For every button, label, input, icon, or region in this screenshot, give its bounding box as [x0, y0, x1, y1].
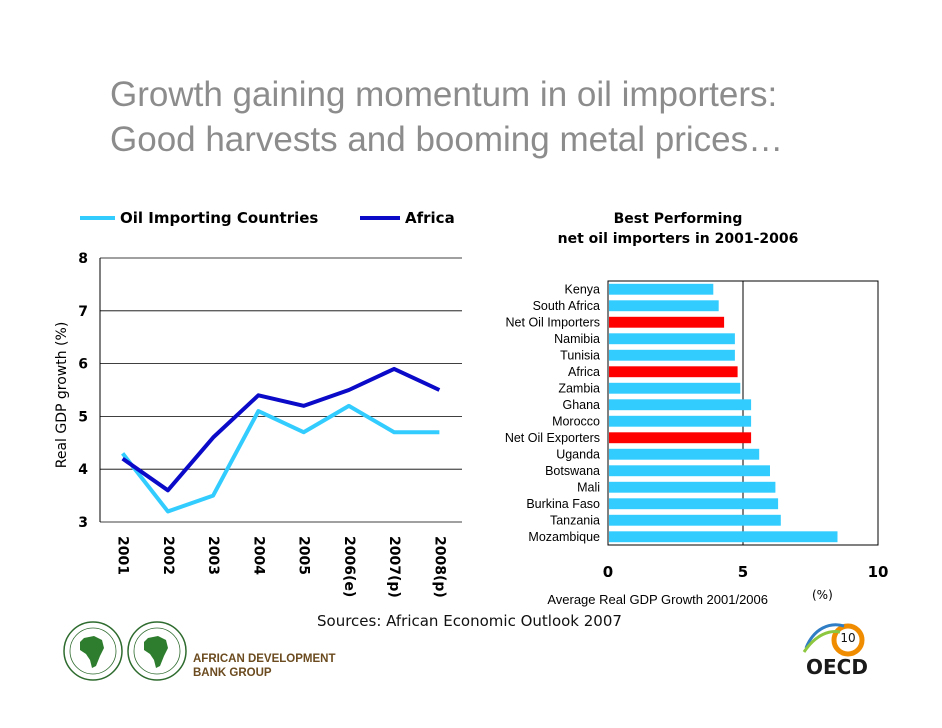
bar	[609, 399, 752, 411]
bar	[609, 448, 760, 460]
series-line-africa	[121, 366, 441, 493]
oecd-wordmark: OECD	[806, 655, 868, 678]
y-tick-label: 3	[78, 515, 88, 531]
x-tick-label: 2001	[115, 536, 131, 575]
bar	[609, 366, 738, 378]
bar-category-label: Tunisia	[560, 348, 600, 362]
bar	[609, 382, 741, 394]
y-tick-label: 8	[78, 251, 88, 267]
bar	[609, 465, 770, 477]
x-tick-label: 2002	[160, 536, 176, 575]
y-tick-label: 7	[78, 304, 88, 320]
bar	[609, 283, 714, 295]
bar	[609, 316, 725, 328]
x-tick-label: 2004	[250, 536, 266, 575]
bar-category-label: Net Oil Exporters	[505, 431, 600, 445]
bar-chart: Best Performing net oil importers in 200…	[505, 211, 889, 607]
bar	[609, 481, 776, 493]
slide-title: Growth gaining momentum in oil importers…	[110, 72, 870, 162]
bar-category-label: Tanzania	[550, 513, 600, 527]
page-number: 10	[840, 631, 856, 645]
afdb-emblem-right	[127, 621, 187, 681]
oecd-logo: OECD	[802, 623, 868, 678]
bar	[609, 333, 735, 345]
bar-x-axis-unit: (%)	[812, 588, 833, 602]
y-axis-label: Real GDP growth (%)	[54, 322, 70, 469]
bar-category-label: Burkina Faso	[526, 497, 600, 511]
bar-category-label: Ghana	[562, 398, 600, 412]
bar-category-label: Net Oil Importers	[506, 315, 600, 329]
afdb-name-line-2: BANK GROUP	[193, 667, 272, 679]
legend-label-africa: Africa	[405, 209, 455, 227]
bar-category-label: Africa	[568, 365, 600, 379]
x-tick-label: 2007(p)	[386, 536, 402, 598]
bar	[609, 498, 779, 510]
bar-category-label: Zambia	[558, 381, 600, 395]
x-tick-label: 2006(e)	[341, 536, 357, 597]
afdb-emblem-left	[63, 621, 123, 681]
bar-category-label: South Africa	[533, 299, 600, 313]
title-line-1: Growth gaining momentum in oil importers…	[110, 75, 778, 114]
afdb-wordmark: AFRICAN DEVELOPMENT BANK GROUP	[193, 652, 335, 680]
bar-category-label: Kenya	[565, 282, 600, 296]
bar-title-line-1: Best Performing	[614, 211, 743, 227]
bar-category-label: Mozambique	[528, 530, 600, 544]
title-line-2: Good harvests and booming metal prices…	[110, 120, 784, 159]
bar	[609, 300, 719, 312]
bar	[609, 531, 838, 543]
bar-category-label: Namibia	[554, 332, 600, 346]
bar-category-label: Botswana	[545, 464, 600, 478]
bar	[609, 432, 752, 444]
bar-category-label: Uganda	[556, 447, 600, 461]
afdb-logo	[63, 621, 187, 681]
x-tick-label: 2008(p)	[431, 536, 447, 598]
bar	[609, 415, 752, 427]
bar	[609, 349, 735, 361]
y-tick-label: 6	[78, 357, 88, 373]
series-line-oil-importing	[121, 403, 440, 514]
line-legend: Oil Importing Countries Africa	[80, 209, 455, 227]
y-tick-label: 4	[78, 462, 88, 478]
bar-category-label: Morocco	[552, 414, 600, 428]
legend-label-oil-importing: Oil Importing Countries	[120, 209, 318, 227]
bar	[609, 514, 781, 526]
x-tick-label: 2003	[205, 536, 221, 575]
oecd-badge	[831, 623, 865, 657]
bar-x-tick-label: 10	[868, 563, 889, 581]
afdb-name-line-1: AFRICAN DEVELOPMENT	[193, 653, 336, 665]
bar-x-tick-label: 0	[603, 563, 613, 581]
bar-title-line-2: net oil importers in 2001-2006	[558, 231, 799, 247]
bar-x-tick-label: 5	[738, 563, 748, 581]
x-tick-label: 2005	[296, 536, 312, 575]
bar-x-axis-label: Average Real GDP Growth 2001/2006	[547, 592, 768, 607]
bar-category-label: Mali	[577, 480, 600, 494]
y-tick-label: 5	[78, 409, 88, 425]
source-note: Sources: African Economic Outlook 2007	[317, 612, 622, 630]
line-chart: Oil Importing Countries Africa Real GDP …	[54, 209, 462, 598]
